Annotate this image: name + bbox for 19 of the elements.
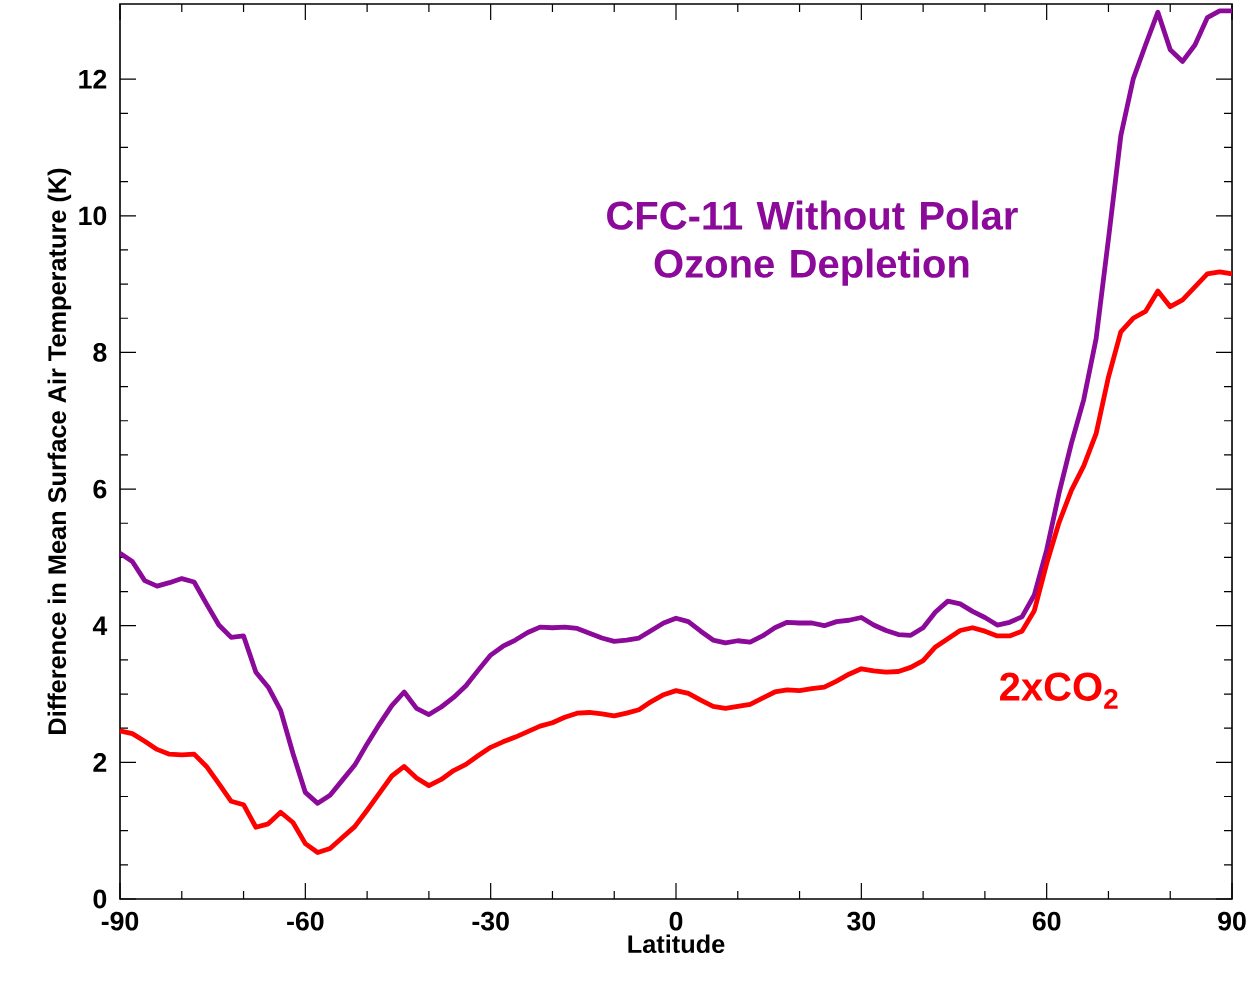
x-tick-label: 30 [847,911,876,931]
text: CFC-11 Without Polar Ozone Depletion [607,200,1018,286]
x-tick-label: -30 [472,911,509,931]
x-tick-label: 60 [1032,911,1061,931]
y-tick-label: 2 [93,753,107,772]
y-tick-label: 0 [93,889,107,909]
x-tick-label: -90 [101,911,139,931]
x-tick-label: 90 [1218,911,1246,931]
y-tick-label: 4 [92,616,108,635]
y-tick-label: 6 [93,479,107,499]
series-label: 2xCO$_{2}$ [1000,672,1118,709]
y-tick-label: 10 [79,206,107,226]
line-series [117,8,1235,806]
y-tick-label: 12 [79,69,107,89]
y-tick-label: 8 [93,343,107,362]
x-axis-title: Latitude [628,934,725,954]
x-tick-label: 0 [669,911,683,931]
y-axis-title: Difference in Mean Surface Air Temperature (K) [47,168,72,734]
x-tick-label: -60 [287,911,324,931]
